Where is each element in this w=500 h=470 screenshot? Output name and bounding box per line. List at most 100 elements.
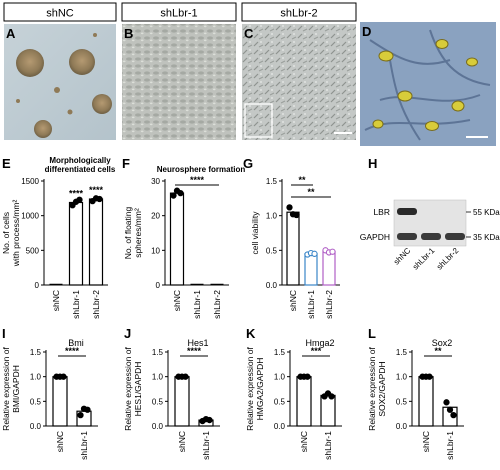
x-tick-label: shNC <box>288 290 298 311</box>
bar <box>169 192 185 286</box>
zoom-inset-box <box>244 103 273 138</box>
y-tick-label: 20 <box>151 212 160 221</box>
blot-lane-shlbr1: shLbr-1 <box>411 246 437 272</box>
chart-title: Hmga2 <box>305 338 334 348</box>
panel-letter-l: L <box>368 326 376 341</box>
y-tick-label: 0.5 <box>274 397 286 406</box>
bar <box>174 376 190 427</box>
panel-letter-b: B <box>124 26 133 41</box>
bar <box>322 251 336 286</box>
y-axis-label: Relative expression of <box>1 347 11 431</box>
bar <box>418 376 434 427</box>
data-point <box>286 204 293 211</box>
y-tick-label: 1.0 <box>152 373 164 382</box>
x-tick-label: shLbr-2 <box>212 290 222 319</box>
chart-j: Hes1 0.0 0.5 1.0 1.5 Relative expression of HE… <box>123 338 220 460</box>
y-tick-label: 0.5 <box>396 397 408 406</box>
y-axis-label: Relative expression of <box>367 347 377 431</box>
y-axis-label: No. of floating <box>123 207 133 260</box>
y-tick-label: 1.5 <box>266 177 278 186</box>
micrograph-c <box>242 24 356 140</box>
y-tick-label: 1.5 <box>396 348 408 357</box>
panel-letter-h: H <box>368 156 377 171</box>
y-tick-label: 0 <box>156 281 161 290</box>
bar <box>320 394 336 427</box>
chart-title: Hes1 <box>187 338 208 348</box>
y-axis-label: SOX2/GAPDH <box>377 361 387 416</box>
data-point <box>329 248 336 255</box>
x-tick-label: shLbr-1 <box>445 431 455 460</box>
svg-text:shLbr-1: shLbr-1 <box>160 8 197 20</box>
y-tick-label: 1500 <box>21 177 39 186</box>
x-tick-label: shNC <box>299 431 309 452</box>
y-axis-label: spheres/mm² <box>133 208 143 258</box>
blot-marker-35: 35 KDa <box>473 233 500 242</box>
x-tick-label: shNC <box>421 431 431 452</box>
y-tick-label: 1.5 <box>152 348 164 357</box>
y-tick-label: 1.0 <box>30 373 42 382</box>
micrograph-d <box>360 22 496 146</box>
data-point <box>446 406 454 413</box>
blot-marker-55: 55 KDa <box>473 208 500 217</box>
data-point <box>206 416 213 424</box>
bar <box>52 376 68 427</box>
band-gapdh-shlbr1 <box>421 233 441 240</box>
y-tick-label: 0.0 <box>396 422 408 431</box>
band-gapdh-shnc <box>397 233 417 240</box>
significance-label: ** <box>307 187 315 197</box>
x-tick-label: shNC <box>55 431 65 452</box>
y-tick-label: 1.0 <box>274 373 286 382</box>
chart-title: Sox2 <box>432 338 453 348</box>
y-axis-label: Relative expression of <box>123 347 133 431</box>
significance-label: **** <box>89 185 104 195</box>
data-point <box>311 250 318 257</box>
data-point <box>304 373 311 380</box>
significance-label: ** <box>298 175 306 185</box>
blot-label-lbr: LBR <box>373 207 390 217</box>
chart-title: Morphologically <box>49 156 111 165</box>
y-tick-label: 0.0 <box>152 422 164 431</box>
data-point <box>84 406 91 413</box>
y-tick-label: 1.5 <box>274 348 286 357</box>
blot-label-gapdh: GAPDH <box>360 232 390 242</box>
western-blot: LBR GAPDH 55 KDa 35 KDa shNC shLbr-1 shL… <box>360 199 500 272</box>
data-point <box>293 211 300 219</box>
x-tick-label: shNC <box>172 290 182 311</box>
panel-letter-d: D <box>362 24 371 39</box>
panel-letter-c: C <box>244 26 254 41</box>
svg-text:shLbr-2: shLbr-2 <box>280 8 317 20</box>
panel-A-header: shNC <box>3 2 117 22</box>
chart-title: Neurosphere formation <box>157 165 246 174</box>
bar <box>68 201 84 286</box>
y-tick-label: 0.5 <box>152 397 164 406</box>
significance-label: ** <box>434 346 442 356</box>
micrograph-a <box>4 24 116 140</box>
data-point <box>96 195 103 203</box>
data-point <box>76 196 83 203</box>
x-tick-label: shNC <box>51 290 61 311</box>
micrograph-b <box>122 24 236 140</box>
chart-i: Bmi 0.0 0.5 1.0 1.5 Relative expression of BMI… <box>1 338 98 460</box>
x-tick-label: shLbr-1 <box>71 290 81 319</box>
data-point <box>60 373 67 380</box>
band-gapdh-shlbr2 <box>445 233 465 240</box>
data-point <box>443 399 450 406</box>
data-point <box>426 373 433 380</box>
y-axis-label: HMGA2/GAPDH <box>255 358 265 421</box>
y-tick-label: 1000 <box>21 212 39 221</box>
y-tick-label: 1.0 <box>266 212 278 221</box>
data-point <box>77 411 84 419</box>
y-axis-label: with process/mm² <box>11 200 21 268</box>
panel-letter-f: F <box>122 156 130 171</box>
data-point <box>177 189 184 197</box>
chart-l: Sox2 0.0 0.5 1.0 1.5 Relative expression of SO… <box>367 338 464 460</box>
data-point <box>450 411 457 419</box>
y-axis-label: No. of cells <box>1 212 11 254</box>
y-axis-label: HES1/GAPDH <box>133 362 143 417</box>
blot-lane-shlbr2: shLbr-2 <box>435 246 461 272</box>
y-axis-label: Relative expression of <box>245 347 255 431</box>
chart-title: Bmi <box>68 338 84 348</box>
significance-label: *** <box>311 346 322 356</box>
